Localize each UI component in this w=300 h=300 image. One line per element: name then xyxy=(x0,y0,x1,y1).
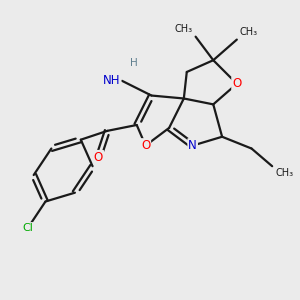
Text: Cl: Cl xyxy=(22,223,33,233)
Text: H: H xyxy=(130,58,138,68)
Text: N: N xyxy=(188,139,197,152)
Text: CH₃: CH₃ xyxy=(275,168,293,178)
Text: O: O xyxy=(141,139,150,152)
Text: O: O xyxy=(94,151,103,164)
Text: NH: NH xyxy=(103,74,121,87)
Text: O: O xyxy=(232,77,242,90)
Text: CH₃: CH₃ xyxy=(175,24,193,34)
Text: CH₃: CH₃ xyxy=(240,27,258,37)
